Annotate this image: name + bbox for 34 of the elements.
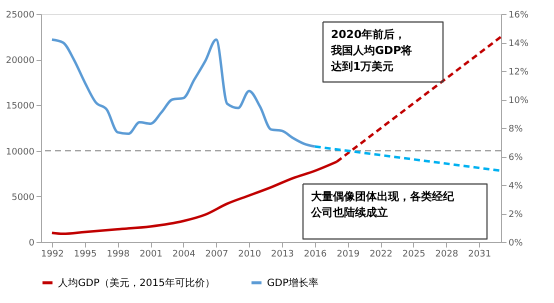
y2-tick-label: 12% bbox=[508, 68, 529, 78]
x-tick-label: 2028 bbox=[435, 250, 458, 260]
x-tick-label: 2022 bbox=[370, 250, 392, 260]
x-tick-label: 1998 bbox=[106, 250, 130, 260]
y-tick-label: 15000 bbox=[6, 102, 35, 112]
x-tick-label: 2019 bbox=[336, 250, 360, 260]
legend-label: 人均GDP（美元，2015年可比价） bbox=[58, 276, 215, 289]
y2-tick-label: 6% bbox=[508, 153, 524, 163]
x-tick-label: 2007 bbox=[205, 250, 228, 260]
y2-tick-label: 8% bbox=[508, 124, 524, 134]
y2-tick-label: 0% bbox=[508, 238, 524, 248]
y2-tick-label: 10% bbox=[508, 96, 529, 106]
line-series bbox=[50, 38, 316, 148]
y-tick-label: 5000 bbox=[12, 192, 35, 203]
x-tick-label: 2004 bbox=[172, 250, 196, 260]
x-tick-label: 2025 bbox=[402, 250, 426, 260]
y2-tick-label: 16% bbox=[508, 10, 529, 20]
y2-tick-label: 4% bbox=[508, 182, 524, 192]
y-tick-label: 20000 bbox=[6, 56, 35, 66]
y-tick-label: 10000 bbox=[6, 147, 35, 158]
x-tick-label: 2031 bbox=[468, 250, 492, 260]
y-tick-label: 25000 bbox=[6, 10, 35, 20]
annotation: 2020年前后，我国人均GDP将达到1万美元 bbox=[330, 28, 412, 73]
y2-tick-label: 14% bbox=[508, 39, 529, 49]
legend-label: GDP增长率 bbox=[267, 276, 318, 289]
y2-tick-label: 2% bbox=[508, 210, 524, 220]
x-tick-label: 1995 bbox=[74, 250, 97, 260]
x-tick-label: 2013 bbox=[271, 250, 294, 260]
x-tick-label: 2001 bbox=[140, 250, 162, 260]
y-tick-label: 0 bbox=[28, 238, 35, 248]
x-tick-label: 1992 bbox=[41, 250, 64, 260]
x-tick-label: 2016 bbox=[304, 250, 328, 260]
x-tick-label: 2010 bbox=[238, 250, 262, 260]
annotation: 大量偶像团体出现，各类经纪公司也陆续成立 bbox=[310, 190, 455, 219]
